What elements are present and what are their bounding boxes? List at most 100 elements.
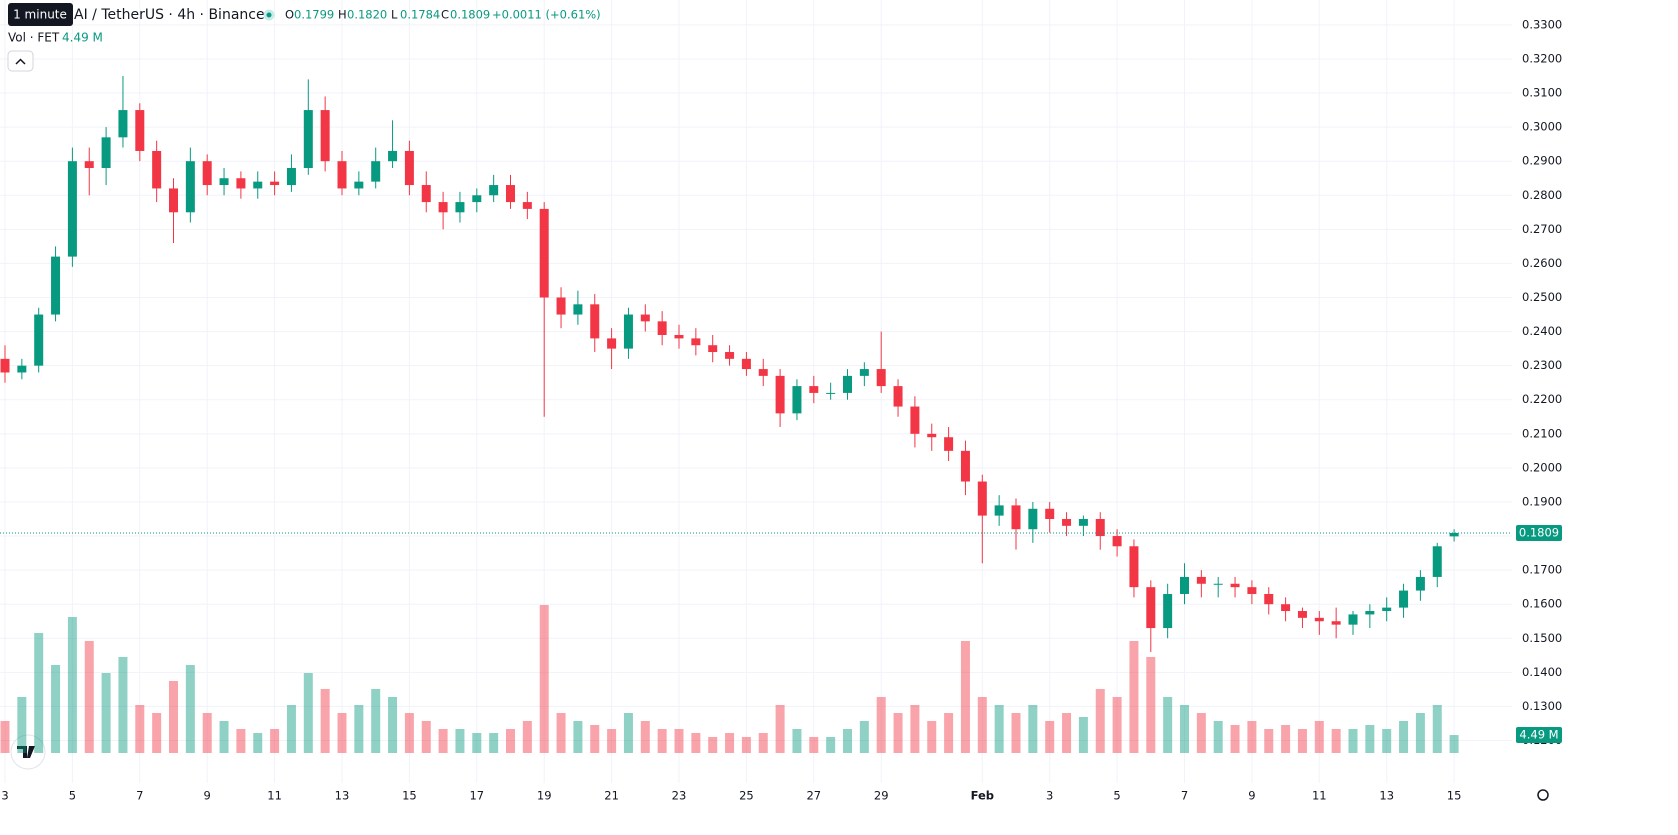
volume-bar [607, 729, 617, 753]
volume-bar [1028, 705, 1038, 753]
candle-body [1062, 519, 1072, 526]
y-tick-label: 0.3000 [1522, 120, 1562, 134]
candle-body [1264, 593, 1274, 605]
volume-bar [34, 633, 44, 753]
candle-body [404, 150, 414, 186]
volume-bar [674, 729, 684, 753]
volume-bar [101, 673, 111, 753]
volume-bar [1078, 717, 1088, 753]
price-tag-label: 0.1809 [1519, 525, 1559, 539]
candle-body [354, 181, 364, 189]
settings-icon[interactable] [1537, 789, 1549, 801]
volume-bar [84, 641, 94, 753]
volume-bar [893, 713, 903, 753]
candle-body [1011, 505, 1021, 530]
y-tick-label: 0.2200 [1522, 392, 1562, 406]
volume-bar [927, 721, 937, 753]
x-tick-label: Feb [971, 789, 994, 803]
candle-body [1314, 617, 1324, 622]
candle-body [152, 150, 162, 189]
y-tick-label: 0.2100 [1522, 426, 1562, 440]
candle-body [67, 161, 77, 257]
volume-bar [1213, 721, 1223, 753]
vol-value: 4.49 M [62, 31, 103, 45]
volume-bar [910, 705, 920, 753]
candle-body [1432, 546, 1442, 577]
candle-body [1112, 536, 1122, 547]
volume-bar [1281, 725, 1291, 753]
volume-bar [809, 737, 819, 753]
candle-body [135, 110, 145, 151]
candle-body [185, 161, 195, 213]
candle-body [34, 314, 44, 366]
candle-body [674, 334, 684, 339]
candle-body [84, 161, 94, 169]
volume-bar [1449, 735, 1459, 753]
y-tick-label: 0.1400 [1522, 665, 1562, 679]
candle-body [1196, 576, 1206, 584]
volume-bar [388, 697, 398, 753]
volume-bar [708, 737, 718, 753]
x-tick-label: 21 [604, 789, 619, 803]
candle-body [960, 450, 970, 482]
candle-body [792, 386, 802, 414]
volume-bar [1062, 713, 1072, 753]
volume-bar [371, 689, 381, 753]
x-tick-label: 15 [402, 789, 417, 803]
volume-bar [472, 733, 482, 753]
volume-bar [1331, 729, 1341, 753]
volume-bar [169, 681, 178, 753]
candle-body [944, 437, 954, 451]
x-tick-label: 5 [69, 789, 76, 803]
volume-bar [1129, 641, 1139, 753]
collapse-button[interactable] [7, 50, 34, 72]
candle-body [607, 338, 617, 349]
candle-body [1095, 519, 1105, 537]
volume-bar [455, 729, 465, 753]
candle-body [539, 208, 549, 298]
volume-bar [1415, 713, 1425, 753]
candle-body [522, 202, 532, 209]
x-tick-label: 5 [1113, 789, 1120, 803]
status-dot [263, 9, 275, 21]
candle-body [1045, 508, 1055, 520]
candle-body [202, 161, 212, 186]
x-tick-label: 29 [874, 789, 889, 803]
volume-bar [1264, 729, 1274, 753]
candle-body [51, 256, 61, 315]
candle-body [253, 181, 263, 189]
volume-bar [843, 729, 852, 753]
volume-bar [556, 713, 566, 753]
volume-bar [623, 713, 633, 753]
candle-body [438, 202, 448, 213]
candle-body [0, 358, 10, 373]
ohlc-value: 0.1784 [400, 8, 440, 22]
volume-bar [152, 713, 162, 753]
candle-body [590, 304, 600, 339]
volume-bar [320, 689, 330, 753]
candle-body [1365, 611, 1375, 615]
volume-bar [826, 737, 836, 753]
collapse-icon [15, 58, 26, 65]
y-tick-label: 0.1900 [1522, 494, 1562, 508]
tooltip-box [8, 3, 73, 26]
y-tick-label: 0.2600 [1522, 256, 1562, 270]
x-tick-label: 9 [204, 789, 211, 803]
candle-body [741, 358, 751, 370]
volume-bar [1045, 721, 1055, 753]
volume-bar [657, 729, 667, 753]
candle-body [101, 137, 111, 169]
symbol[interactable]: AI / TetherUS · 4h · Binance [74, 7, 265, 23]
volume-bar [590, 725, 600, 753]
y-tick-label: 0.2000 [1522, 460, 1562, 474]
candle-body [657, 321, 667, 335]
ohlc-value: 0.1820 [347, 8, 387, 22]
tooltip: 1 minute [13, 8, 67, 22]
x-tick-label: 23 [672, 789, 687, 803]
volume-bar [0, 721, 10, 753]
volume-tag [1516, 727, 1562, 744]
candle-body [1399, 590, 1409, 608]
candle-body [1028, 508, 1038, 530]
vol-label[interactable]: Vol · FET [8, 31, 60, 45]
